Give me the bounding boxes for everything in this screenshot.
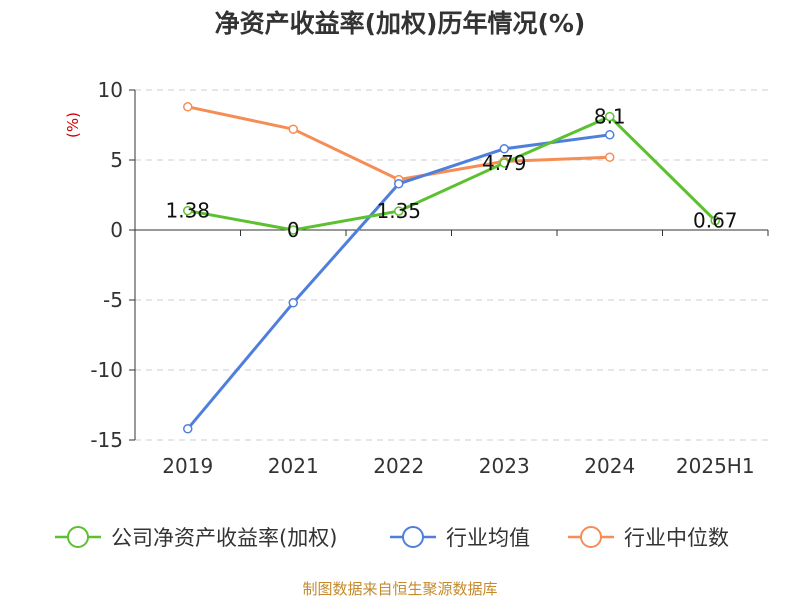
data-point (288, 298, 298, 308)
series-line (187, 115, 717, 232)
x-tick-label: 2024 (584, 454, 635, 478)
y-tick-label: -5 (103, 288, 123, 312)
data-point (394, 206, 404, 216)
data-point (288, 124, 298, 134)
data-label: 4.79 (482, 151, 527, 175)
data-point (288, 225, 298, 235)
data-point (183, 205, 193, 216)
y-tick-label: 0 (110, 218, 123, 242)
x-tick-label: 2023 (479, 454, 530, 478)
data-point (605, 111, 615, 122)
legend-label: 公司净资产收益率(加权) (111, 526, 337, 550)
x-tick-label: 2025H1 (676, 454, 755, 478)
data-point (394, 179, 404, 189)
x-tick-label: 2021 (268, 454, 319, 478)
series-lines (183, 102, 720, 434)
source-note: 制图数据来自恒生聚源数据库 (302, 580, 498, 598)
data-point (605, 152, 615, 162)
y-axis-label: (%) (64, 112, 82, 138)
legend-marker (67, 526, 89, 548)
legend-label: 行业中位数 (624, 526, 729, 550)
grid-lines (135, 89, 768, 441)
y-tick-label: -15 (90, 428, 123, 452)
data-label: 0 (287, 218, 300, 242)
data-labels: 1.38 0 1.35 4.79 8.1 0.67 (165, 105, 737, 242)
data-point (499, 144, 509, 154)
legend-marker (580, 526, 602, 548)
y-tick-label: -10 (90, 358, 123, 382)
data-point (710, 215, 720, 226)
y-tick-label: 10 (98, 78, 123, 102)
data-label: 1.35 (376, 199, 421, 223)
x-tick-label: 2019 (162, 454, 213, 478)
data-label: 1.38 (165, 199, 210, 223)
data-point (499, 158, 509, 168)
legend: 公司净资产收益率(加权) 行业均值 行业中位数 (55, 526, 729, 550)
data-label: 0.67 (693, 209, 738, 233)
data-point (605, 130, 615, 140)
x-tick-label: 2022 (373, 454, 424, 478)
data-label: 8.1 (594, 105, 626, 129)
data-point (183, 102, 193, 112)
legend-marker (402, 526, 424, 548)
y-tick-label: 5 (110, 148, 123, 172)
chart-title: 净资产收益率(加权)历年情况(%) (214, 9, 586, 38)
data-point (183, 424, 193, 434)
axes: 10 5 0 -5 -10 -15 2019 2021 2022 2023 2024 2025H1 (%… (64, 78, 769, 478)
legend-label: 行业均值 (446, 526, 530, 550)
